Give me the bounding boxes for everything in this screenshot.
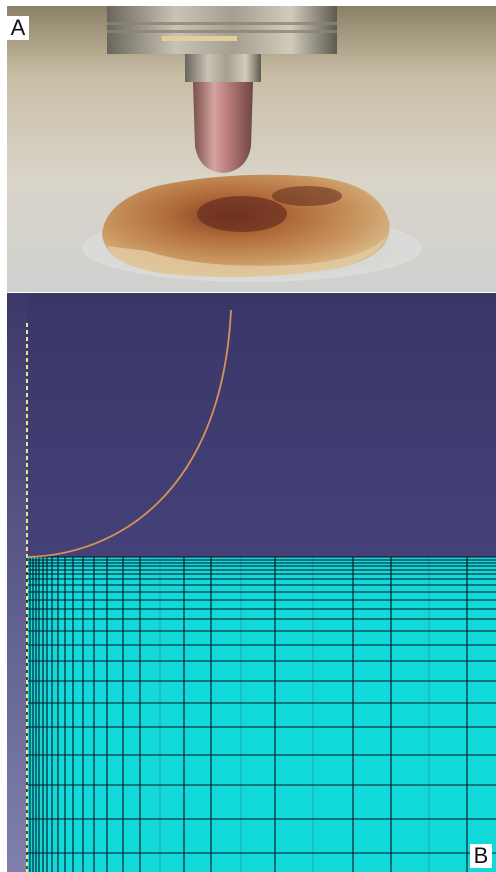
finite-element-model (7, 293, 496, 872)
simulation-panel (7, 293, 496, 872)
indentation-photo (7, 6, 496, 292)
indenter-profile (26, 309, 232, 558)
mesh-grid (26, 556, 496, 872)
photo-panel (7, 6, 496, 292)
panel-label-a: A (7, 16, 29, 40)
panel-label-b: B (470, 844, 492, 868)
tissue-mesh (27, 557, 496, 872)
